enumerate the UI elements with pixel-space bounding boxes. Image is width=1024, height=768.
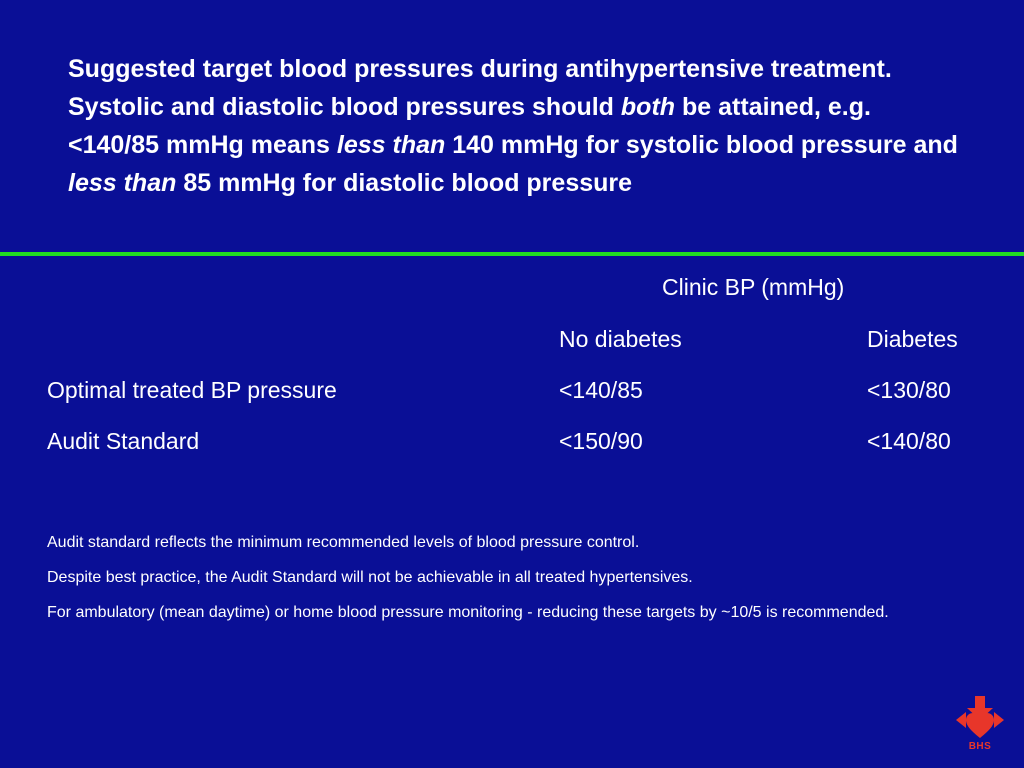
footnote-2: Despite best practice, the Audit Standar… [47,569,693,586]
title-text-3: 140 mmHg for systolic blood pressure and [445,131,958,159]
table-cell-optimal-diabetes: <130/80 [867,377,951,403]
column-header-diabetes: Diabetes [867,326,958,352]
table-group-header: Clinic BP (mmHg) [662,274,845,300]
footnote-1: Audit standard reflects the minimum reco… [47,534,640,551]
title-emphasis-both: both [620,93,676,121]
title-divider [0,252,1024,256]
title-text-4: 85 mmHg for diastolic blood pressure [176,169,633,197]
table-cell-optimal-no-diabetes: <140/85 [559,377,643,403]
column-header-no-diabetes: No diabetes [559,326,682,352]
footnote-3: For ambulatory (mean daytime) or home bl… [47,604,889,621]
bhs-logo: BHS [952,694,1008,756]
logo-text: BHS [968,741,992,752]
row-label-optimal: Optimal treated BP pressure [47,377,337,403]
table-cell-audit-no-diabetes: <150/90 [559,428,643,454]
table-cell-audit-diabetes: <140/80 [867,428,951,454]
title-emphasis-less-than-2: less than [68,169,177,197]
row-label-audit-standard: Audit Standard [47,428,200,454]
bhs-heart-arrow-icon [956,696,1004,738]
footnotes: Audit standard reflects the minimum reco… [47,532,987,637]
title-text-2: be attained, e.g. <140/85 mmHg means [68,93,871,159]
title-emphasis-less-than-1: less than [336,131,446,159]
title-text-1: Suggested target blood pressures during … [68,55,892,121]
slide-title: Suggested target blood pressures during … [68,50,968,202]
